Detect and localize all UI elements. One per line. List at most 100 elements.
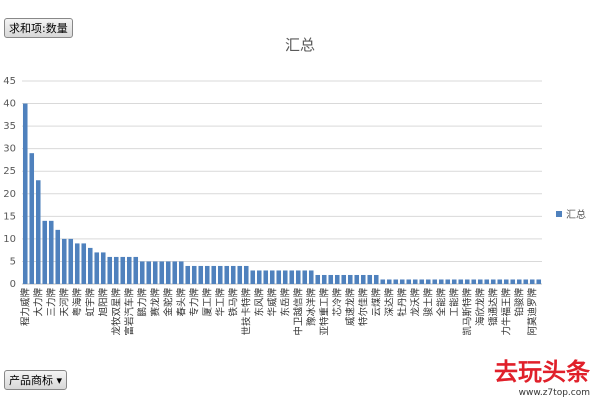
x-tick-label: 旭阳牌 <box>97 288 109 317</box>
bar <box>198 265 204 284</box>
x-tick-label: 威速龙牌 <box>344 288 356 327</box>
bar <box>87 247 93 284</box>
bar <box>477 279 483 284</box>
bar <box>386 279 392 284</box>
x-tick-label: 深达牌 <box>383 288 395 317</box>
filter-label: 产品商标 <box>9 374 53 387</box>
bar <box>367 274 373 284</box>
bar <box>497 279 503 284</box>
bar <box>133 256 139 284</box>
x-tick-label: 大力牌 <box>32 288 44 317</box>
x-tick-label: 东风牌 <box>253 288 265 317</box>
bar <box>120 256 126 284</box>
x-tick-label: 全能牌 <box>435 288 447 317</box>
bar <box>529 279 535 284</box>
legend-label: 汇总 <box>566 208 586 221</box>
bar <box>464 279 470 284</box>
bar <box>269 270 275 284</box>
y-tick-label: 40 <box>3 99 16 110</box>
x-tick-label: 虹宇牌 <box>84 288 96 317</box>
x-tick-label: 云煤牌 <box>370 288 382 317</box>
bar <box>35 180 41 284</box>
bar <box>211 265 217 284</box>
bar <box>178 261 184 284</box>
bar <box>22 103 28 284</box>
bar <box>516 279 522 284</box>
bar <box>139 261 145 284</box>
bar <box>68 238 74 284</box>
y-tick-label: 20 <box>3 189 16 200</box>
x-tick-label: 骏士牌 <box>422 288 434 317</box>
x-tick-label: 龙沃牌 <box>409 288 421 317</box>
bar <box>237 265 243 284</box>
watermark-brand: 去玩头条 <box>494 358 591 386</box>
bar <box>81 243 87 284</box>
x-tick-label: 铁马牌 <box>227 288 239 317</box>
x-tick-label: 中卫越信牌 <box>292 288 304 336</box>
x-tick-label: 铂骏牌 <box>513 288 525 317</box>
bar <box>217 265 223 284</box>
pivot-value-button[interactable]: 求和项:数量 <box>4 18 73 38</box>
bar <box>224 265 230 284</box>
bar <box>243 265 249 284</box>
bar <box>152 261 158 284</box>
bar <box>419 279 425 284</box>
bar <box>445 279 451 284</box>
bar <box>484 279 490 284</box>
bar <box>74 243 80 284</box>
x-tick-label: 三力牌 <box>45 288 57 317</box>
bar <box>256 270 262 284</box>
bar <box>315 274 321 284</box>
bar <box>373 274 379 284</box>
bar <box>55 229 61 284</box>
bar <box>159 261 165 284</box>
bar <box>172 261 178 284</box>
bar <box>230 265 236 284</box>
bar <box>276 270 282 284</box>
bar <box>100 252 106 284</box>
watermark-url: www.z7top.com <box>519 388 590 398</box>
bar <box>354 274 360 284</box>
bar <box>146 261 152 284</box>
bar <box>48 220 54 284</box>
x-tick-label: 鹏力牌 <box>136 288 148 317</box>
bar <box>523 279 529 284</box>
bar <box>503 279 509 284</box>
bar <box>191 265 197 284</box>
y-tick-label: 35 <box>3 121 16 132</box>
y-tick-label: 15 <box>3 211 16 222</box>
x-tick-label: 豫冰洋牌 <box>305 288 317 327</box>
y-tick-label: 45 <box>3 76 16 87</box>
x-tick-label: 镭通达牌 <box>487 288 499 327</box>
x-tick-label: 春头牌 <box>175 288 187 317</box>
pivot-filter-button[interactable]: 产品商标 ▾ <box>4 370 68 390</box>
bar <box>302 270 308 284</box>
bar <box>393 279 399 284</box>
y-tick-label: 25 <box>3 166 16 177</box>
x-tick-label: 赛龙牌 <box>149 288 161 317</box>
legend-swatch <box>556 211 562 217</box>
bar <box>42 220 48 284</box>
bar <box>94 252 100 284</box>
bar <box>451 279 457 284</box>
x-tick-label: 华工牌 <box>214 288 226 317</box>
x-tick-label: 特尔佳牌 <box>357 288 369 327</box>
bar <box>289 270 295 284</box>
bar <box>263 270 269 284</box>
x-tick-label: 富岩汽车牌 <box>123 288 135 336</box>
bar <box>126 256 132 284</box>
x-tick-label: 专力牌 <box>188 288 200 317</box>
bar <box>328 274 334 284</box>
x-tick-label: 程力威牌 <box>19 288 31 327</box>
x-tick-label: 牡丹牌 <box>396 288 408 317</box>
x-tick-label: 世技卡特牌 <box>240 288 252 336</box>
bar <box>250 270 256 284</box>
x-tick-label: 力牛福王牌 <box>500 288 512 336</box>
bar <box>113 256 119 284</box>
x-tick-label: 亚特重工牌 <box>318 288 330 336</box>
bar <box>399 279 405 284</box>
x-tick-label: 天河牌 <box>58 288 70 317</box>
bar <box>438 279 444 284</box>
